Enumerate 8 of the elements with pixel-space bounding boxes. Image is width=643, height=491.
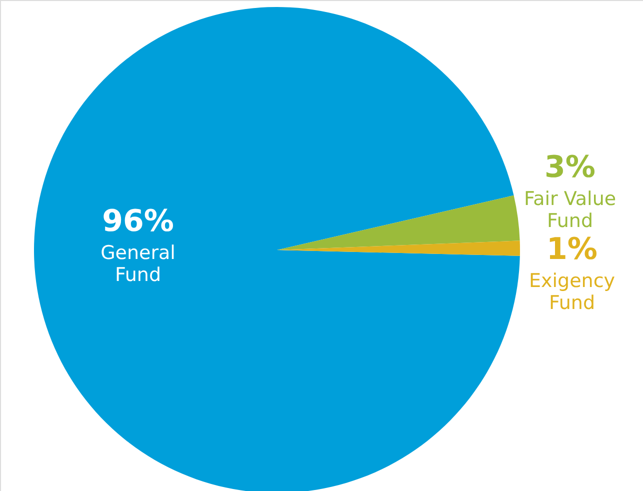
data-label: 3% — [544, 150, 596, 185]
data-label: 96% — [102, 204, 174, 239]
slice-label: Fair Value Fund — [524, 188, 616, 232]
slice-label: Exigency Fund — [528, 270, 616, 314]
pie-slice — [277, 195, 520, 250]
data-label: 1% — [546, 232, 598, 267]
slice-label: General Fund — [100, 242, 176, 286]
pie-slice — [34, 7, 520, 491]
